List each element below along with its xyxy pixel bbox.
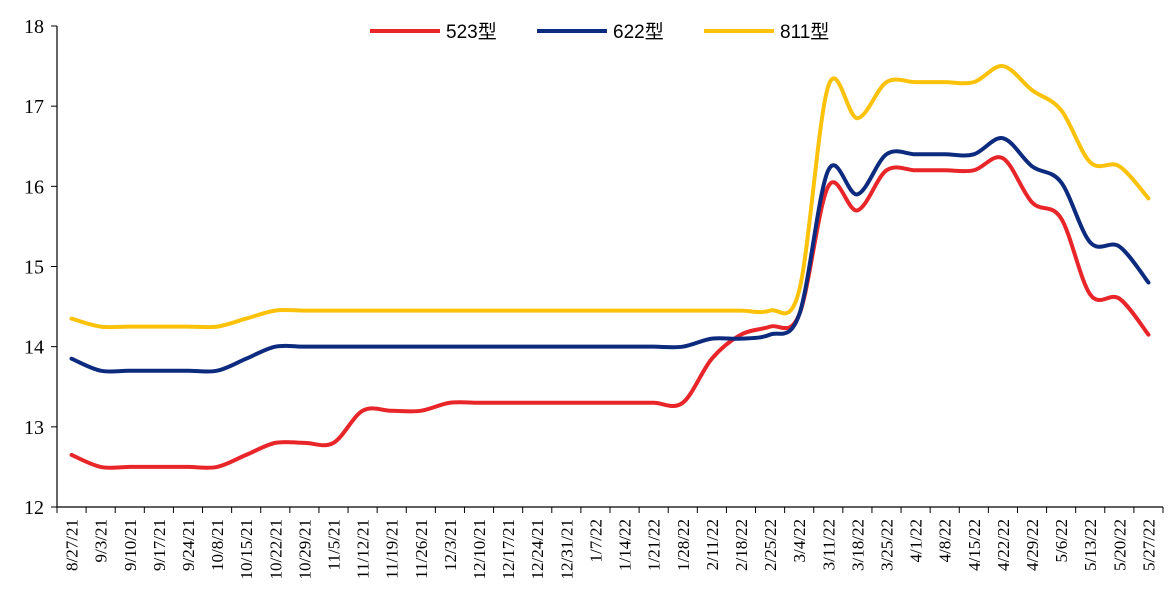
x-tick-label: 12/31/21	[557, 519, 576, 579]
x-tick-label: 11/12/21	[354, 519, 373, 579]
x-tick-label: 9/17/21	[150, 519, 169, 571]
x-tick-label: 3/25/22	[878, 519, 897, 571]
y-tick-label: 14	[24, 337, 44, 359]
x-tick-label: 1/14/22	[616, 519, 635, 571]
x-tick-label: 3/11/22	[819, 519, 838, 570]
series-line-3	[69, 64, 1151, 330]
x-tick-label: 12/24/21	[528, 519, 547, 579]
x-tick-label: 4/8/22	[936, 519, 955, 562]
series-line-1	[69, 155, 1151, 470]
y-tick-label: 17	[24, 96, 44, 118]
y-tick-label: 12	[24, 497, 44, 519]
x-tick-label: 9/24/21	[179, 519, 198, 571]
x-axis-ticks: 8/27/21 9/3/21 9/10/21 9/17/21 9/24/21 10/8/2…	[56, 507, 1164, 579]
series-lines	[69, 64, 1151, 470]
x-tick-label: 1/28/22	[674, 519, 693, 571]
x-tick-label: 5/20/22	[1110, 519, 1129, 571]
x-tick-label: 5/6/22	[1052, 519, 1071, 562]
y-axis-ticks: 12 13 14 15 16 17 18	[24, 16, 57, 519]
x-tick-label: 11/26/21	[412, 519, 431, 579]
x-tick-label: 1/7/22	[586, 519, 605, 562]
x-tick-label: 3/18/22	[848, 519, 867, 571]
x-tick-label: 4/15/22	[965, 519, 984, 571]
x-tick-label: 10/8/21	[208, 519, 227, 571]
legend-label-2: 622型	[613, 21, 664, 43]
legend-label-1: 523型	[446, 21, 497, 43]
x-tick-label: 8/27/21	[63, 519, 82, 571]
legend-label-3: 811型	[780, 21, 829, 43]
x-tick-label: 4/22/22	[994, 519, 1013, 571]
y-tick-label: 15	[24, 257, 44, 279]
x-tick-label: 2/11/22	[703, 519, 722, 570]
x-tick-label: 12/10/21	[470, 519, 489, 579]
x-tick-label: 2/25/22	[761, 519, 780, 571]
x-tick-label: 10/22/21	[266, 519, 285, 579]
x-tick-label: 2/18/22	[732, 519, 751, 571]
y-tick-label: 18	[24, 16, 44, 38]
x-tick-label: 9/10/21	[121, 519, 140, 571]
y-tick-label: 13	[24, 417, 44, 439]
x-tick-label: 4/29/22	[1023, 519, 1042, 571]
x-tick-label: 12/3/21	[441, 519, 460, 571]
x-tick-label: 9/3/21	[92, 519, 111, 562]
x-tick-label: 10/15/21	[237, 519, 256, 579]
x-tick-label: 5/27/22	[1139, 519, 1158, 571]
x-tick-label: 5/13/22	[1081, 519, 1100, 571]
y-tick-label: 16	[24, 176, 44, 198]
x-tick-label: 12/17/21	[499, 519, 518, 579]
x-tick-label: 11/5/21	[325, 519, 344, 570]
x-tick-label: 1/21/22	[645, 519, 664, 571]
x-tick-label: 3/4/22	[790, 519, 809, 562]
x-tick-label: 11/19/21	[383, 519, 402, 579]
legend: 523型 622型 811型	[370, 21, 829, 43]
axes	[56, 26, 1163, 508]
series-line-2	[69, 136, 1151, 374]
x-tick-label: 4/1/22	[907, 519, 926, 562]
x-tick-label: 10/29/21	[295, 519, 314, 579]
